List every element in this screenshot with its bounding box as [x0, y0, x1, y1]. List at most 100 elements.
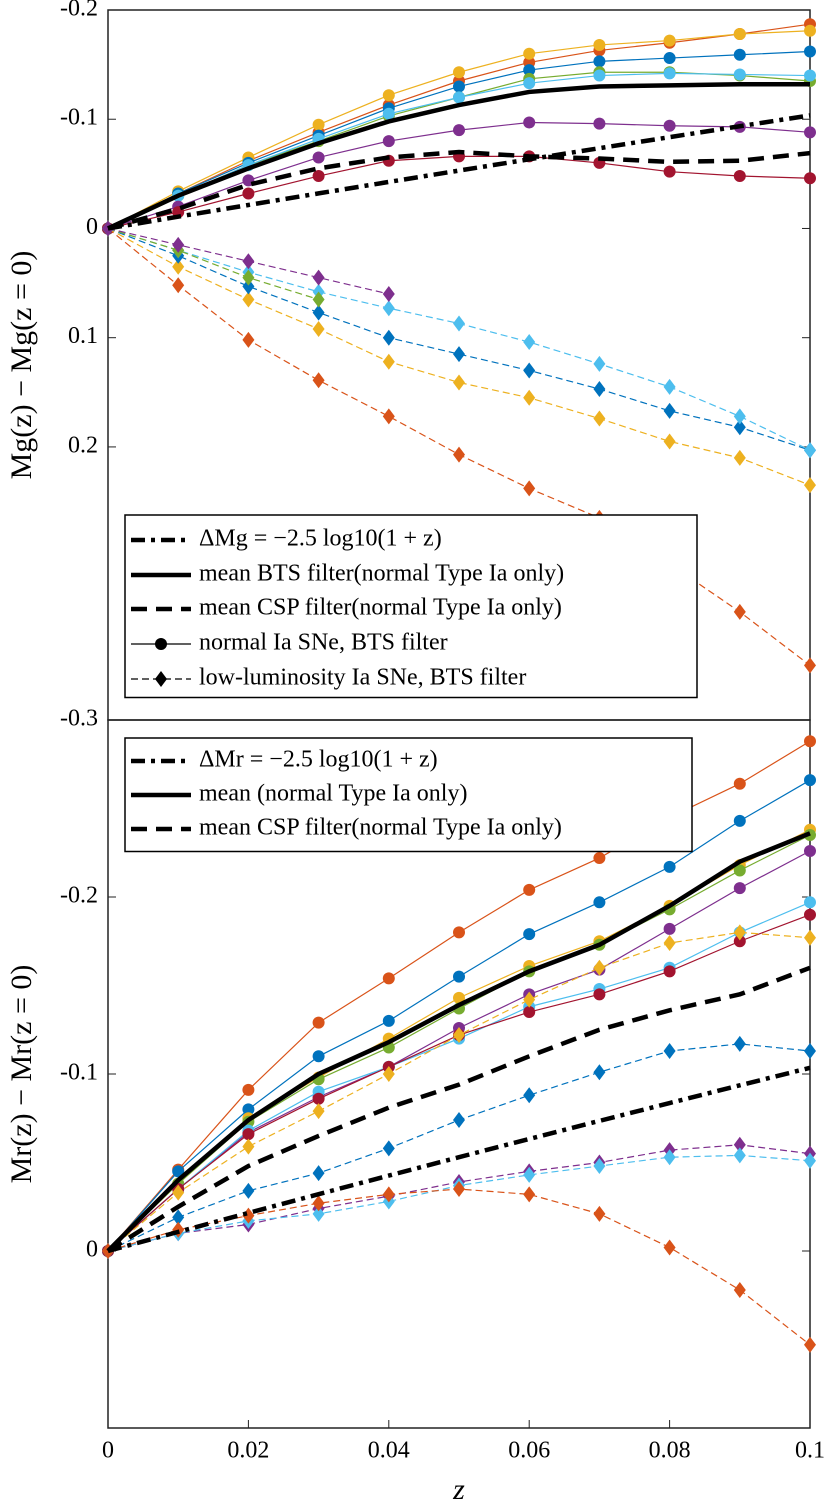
y-tick-label: -0.1	[60, 105, 98, 131]
marker	[804, 774, 816, 787]
marker	[523, 1006, 536, 1019]
marker	[804, 69, 816, 82]
marker	[523, 1087, 536, 1104]
marker	[663, 52, 676, 65]
marker	[312, 320, 325, 337]
marker	[804, 735, 816, 748]
series-line	[107, 227, 319, 301]
marker	[733, 449, 746, 466]
marker	[453, 970, 465, 983]
marker	[242, 331, 255, 348]
marker	[663, 433, 676, 450]
marker	[733, 924, 746, 941]
marker	[593, 381, 606, 398]
marker	[663, 1239, 676, 1256]
marker	[155, 671, 167, 687]
marker	[172, 1165, 185, 1178]
marker	[593, 852, 606, 865]
marker	[663, 1149, 676, 1166]
marker	[382, 408, 395, 425]
marker	[382, 1014, 395, 1027]
marker	[312, 118, 325, 131]
y-tick-label: -0.3	[60, 706, 98, 732]
marker	[804, 477, 816, 494]
marker	[312, 269, 325, 286]
marker	[242, 187, 255, 200]
marker	[733, 1136, 746, 1153]
y-tick-label: -0.2	[60, 883, 98, 909]
marker	[733, 48, 746, 61]
legend-label: ΔMr = −2.5 log10(1 + z)	[199, 747, 438, 773]
marker	[593, 117, 606, 130]
marker	[523, 991, 536, 1008]
marker	[382, 1186, 395, 1203]
marker	[312, 304, 325, 321]
marker	[733, 1035, 746, 1052]
marker	[242, 1138, 255, 1155]
marker	[804, 844, 816, 857]
legend-label: mean CSP filter(normal Type Ia only)	[199, 815, 562, 841]
marker	[453, 91, 465, 104]
marker	[242, 1182, 255, 1199]
marker	[733, 1147, 746, 1164]
marker	[663, 1042, 676, 1059]
marker	[523, 883, 536, 896]
marker	[593, 896, 606, 909]
marker	[453, 66, 465, 79]
marker	[382, 89, 395, 102]
marker	[733, 170, 746, 183]
marker	[172, 258, 185, 275]
marker	[733, 814, 746, 827]
marker	[312, 1016, 325, 1029]
marker	[382, 972, 395, 985]
marker	[804, 896, 816, 909]
marker	[523, 928, 536, 941]
marker	[593, 410, 606, 427]
marker	[453, 446, 465, 463]
marker	[523, 362, 536, 379]
series-line	[107, 227, 811, 486]
marker	[172, 1184, 185, 1201]
marker	[523, 480, 536, 497]
legend-label: normal Ia SNe, BTS filter	[199, 630, 448, 656]
marker	[453, 1112, 465, 1129]
y-tick-label: 0.2	[68, 432, 98, 458]
series-line	[106, 965, 811, 1253]
marker	[663, 34, 676, 47]
series-line	[107, 227, 811, 451]
series-line	[107, 149, 811, 231]
series-line	[107, 82, 810, 231]
marker	[733, 408, 746, 425]
marker	[242, 269, 255, 286]
marker	[593, 1205, 606, 1222]
marker	[453, 926, 465, 939]
marker	[242, 278, 255, 295]
x-tick-label: 0	[102, 1438, 114, 1464]
marker	[663, 402, 676, 419]
marker	[453, 346, 465, 363]
legend-label: mean CSP filter(normal Type Ia only)	[199, 595, 562, 621]
marker	[382, 300, 395, 317]
marker	[593, 69, 606, 82]
marker	[172, 1209, 185, 1226]
marker	[804, 657, 816, 674]
marker	[312, 1195, 325, 1212]
marker	[663, 922, 676, 935]
marker	[453, 315, 465, 332]
marker	[733, 864, 746, 877]
legend-box	[124, 514, 698, 699]
marker	[663, 378, 676, 395]
marker	[382, 135, 395, 148]
marker	[593, 959, 606, 976]
y-tick-label: 0	[86, 1237, 98, 1263]
marker	[804, 1336, 816, 1353]
series-line	[106, 831, 811, 1253]
marker	[804, 1152, 816, 1169]
series-line	[107, 121, 811, 230]
marker	[312, 151, 325, 164]
marker	[523, 77, 536, 90]
series-line	[107, 113, 811, 231]
x-tick-label: 0.02	[227, 1438, 269, 1464]
marker	[593, 38, 606, 51]
y-tick-label: -0.2	[60, 0, 98, 22]
